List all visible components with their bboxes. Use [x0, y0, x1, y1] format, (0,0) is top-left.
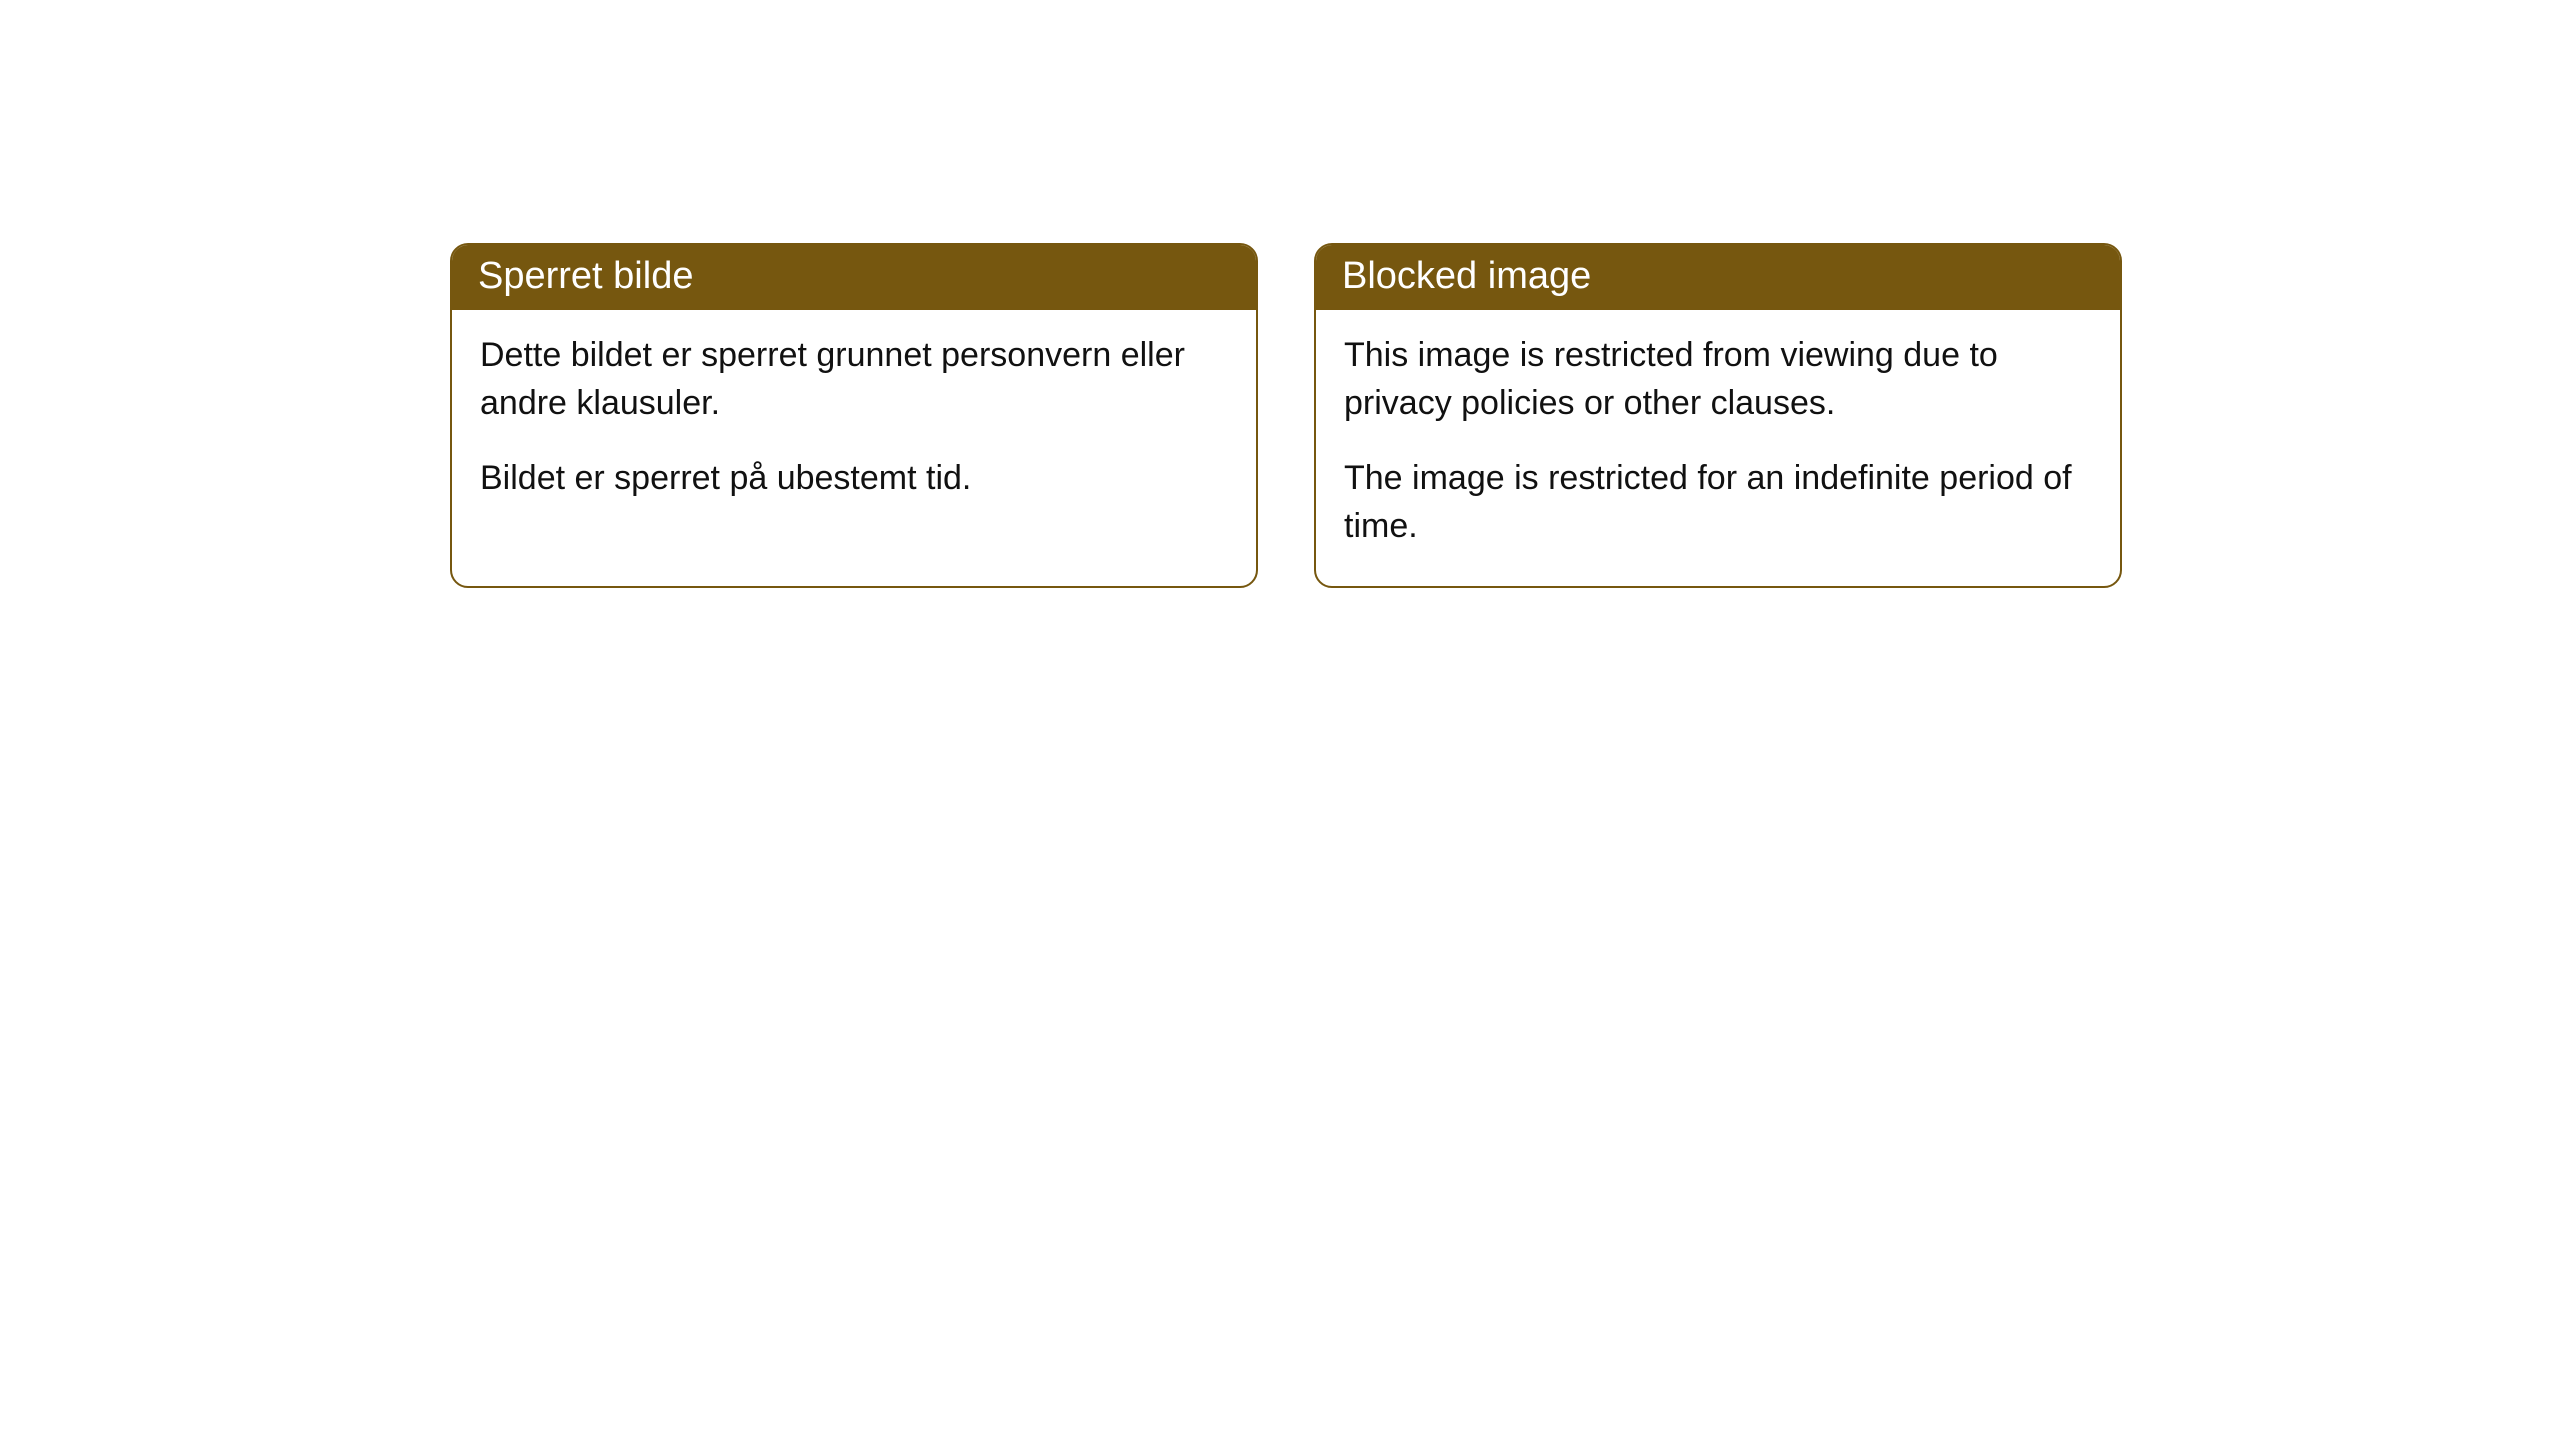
card-paragraph: Bildet er sperret på ubestemt tid.: [480, 455, 1228, 503]
card-body: This image is restricted from viewing du…: [1316, 310, 2120, 586]
card-body: Dette bildet er sperret grunnet personve…: [452, 310, 1256, 539]
notice-card-norwegian: Sperret bilde Dette bildet er sperret gr…: [450, 243, 1258, 588]
card-paragraph: Dette bildet er sperret grunnet personve…: [480, 332, 1228, 427]
notice-cards-container: Sperret bilde Dette bildet er sperret gr…: [0, 0, 2560, 588]
card-paragraph: This image is restricted from viewing du…: [1344, 332, 2092, 427]
card-paragraph: The image is restricted for an indefinit…: [1344, 455, 2092, 550]
card-header: Sperret bilde: [452, 245, 1256, 310]
notice-card-english: Blocked image This image is restricted f…: [1314, 243, 2122, 588]
card-header: Blocked image: [1316, 245, 2120, 310]
